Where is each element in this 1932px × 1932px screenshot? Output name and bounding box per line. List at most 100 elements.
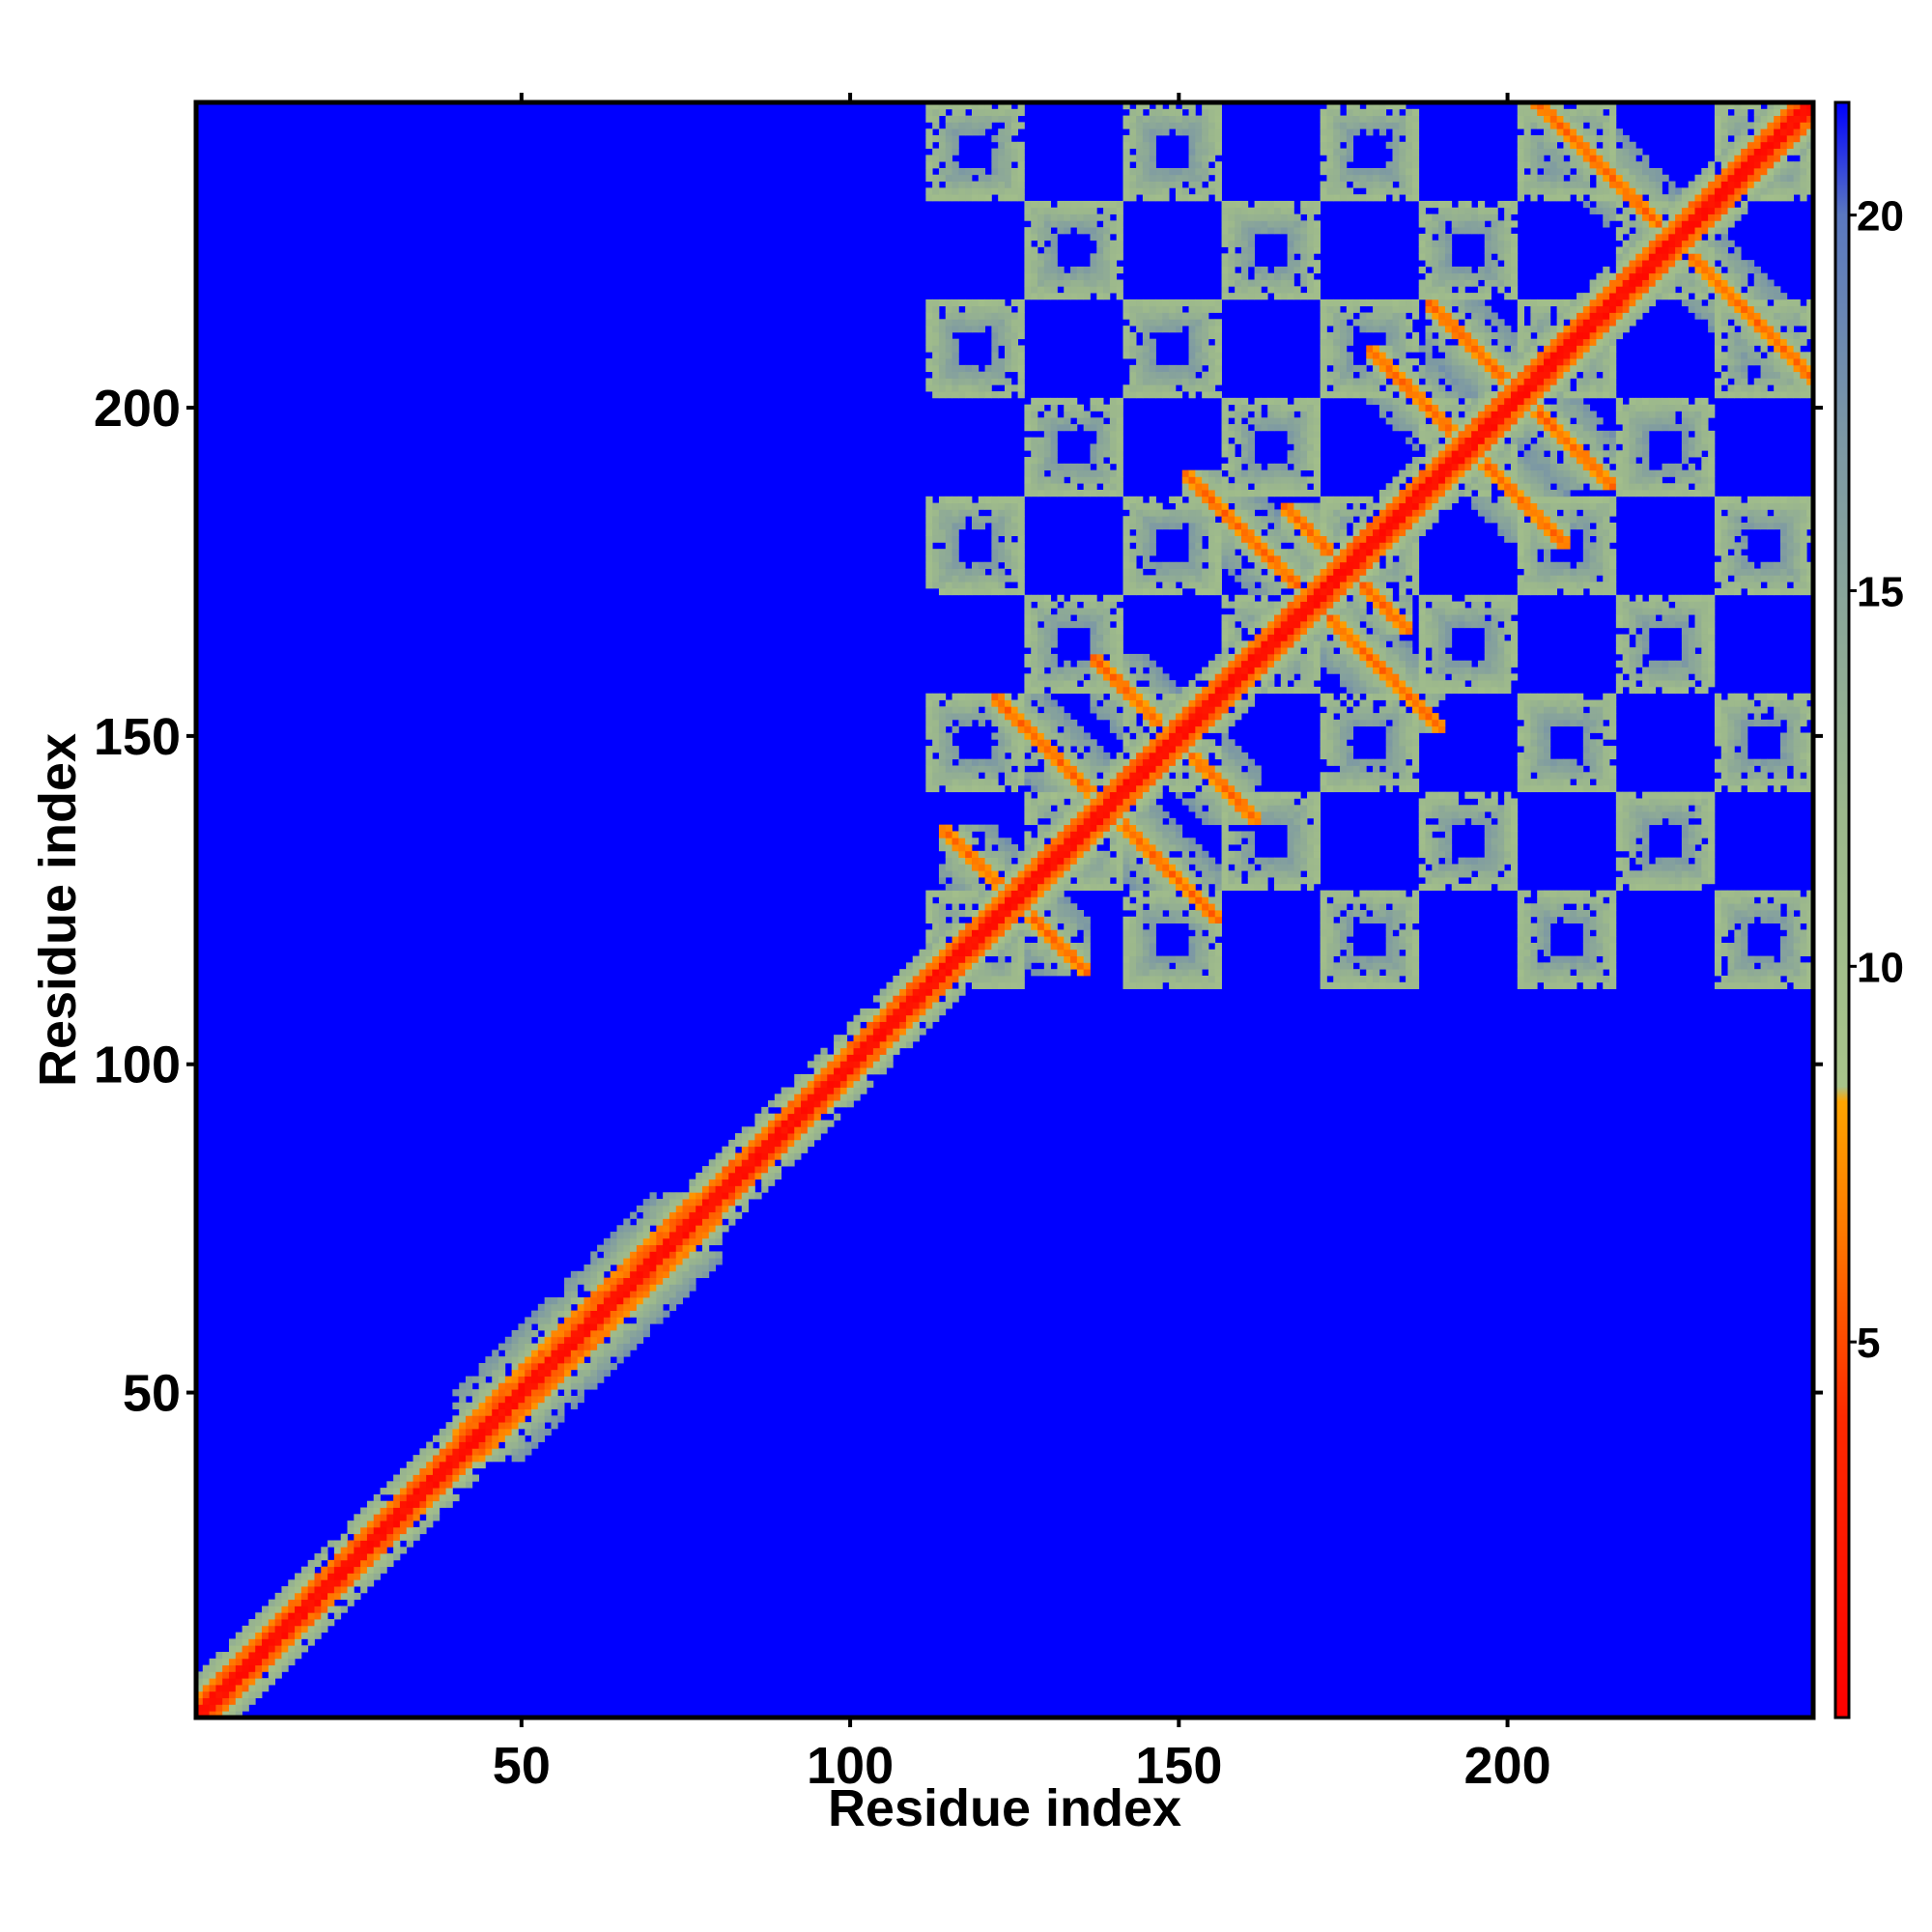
heatmap-cell (1076, 286, 1085, 294)
heatmap-cell (998, 326, 1006, 333)
heatmap-cell (426, 1481, 434, 1489)
heatmap-cell (590, 1251, 598, 1259)
heatmap-cell (952, 890, 959, 897)
heatmap-cell (1221, 653, 1229, 662)
heatmap-cell (300, 1645, 309, 1653)
heatmap-cell (1181, 890, 1189, 897)
heatmap-cell (1083, 955, 1091, 963)
heatmap-cell (675, 1277, 683, 1285)
heatmap-cell (925, 746, 933, 753)
heatmap-cell (1010, 864, 1018, 871)
heatmap-cell (544, 1336, 552, 1344)
heatmap-cell (1083, 680, 1091, 688)
heatmap-cell (991, 535, 999, 543)
heatmap-cell (932, 929, 940, 937)
heatmap-cell (1188, 949, 1196, 956)
heatmap-cell (623, 1237, 631, 1246)
heatmap-cell (905, 969, 914, 977)
heatmap-cell (1202, 358, 1209, 366)
heatmap-cell (1142, 975, 1151, 983)
heatmap-cell (708, 1179, 716, 1186)
heatmap-cell (1010, 542, 1018, 550)
heatmap-cell (426, 1500, 434, 1508)
heatmap-cell (735, 1133, 743, 1141)
heatmap-cell (938, 587, 947, 596)
heatmap-cell (1235, 608, 1242, 615)
heatmap-cell (952, 364, 959, 373)
heatmap-cell (827, 1067, 835, 1075)
heatmap-cell (209, 1697, 216, 1705)
heatmap-cell (1010, 732, 1018, 740)
heatmap-cell (544, 1310, 552, 1318)
heatmap-cell (952, 916, 959, 923)
heatmap-cell (971, 955, 980, 963)
heatmap-cell (1109, 424, 1118, 432)
heatmap-cell (991, 962, 999, 970)
heatmap-cell (781, 1133, 788, 1141)
heatmap-cell (570, 1402, 579, 1409)
heatmap-cell (300, 1605, 309, 1613)
heatmap-cell (1083, 772, 1091, 780)
heatmap-cell (1155, 955, 1163, 963)
heatmap-cell (1057, 614, 1065, 622)
heatmap-cell (1149, 174, 1156, 182)
heatmap-cell (754, 1159, 762, 1167)
heatmap-cell (1221, 397, 1229, 406)
heatmap-cell (735, 1152, 743, 1160)
heatmap-cell (1136, 155, 1144, 162)
heatmap-cell (938, 706, 947, 714)
heatmap-cell (1214, 378, 1222, 385)
heatmap-cell (1214, 772, 1222, 780)
heatmap-cell (327, 1619, 335, 1627)
heatmap-cell (1155, 384, 1163, 392)
heatmap-cell (991, 969, 999, 977)
heatmap-cell (1214, 352, 1222, 359)
heatmap-cell (958, 883, 966, 892)
heatmap-cell (1024, 686, 1032, 695)
heatmap-cell (715, 1172, 723, 1180)
heatmap-cell (603, 1317, 611, 1324)
heatmap-cell (925, 319, 933, 327)
heatmap-cell (1221, 200, 1229, 209)
heatmap-cell (958, 981, 966, 989)
heatmap-cell (1122, 824, 1130, 832)
heatmap-cell (347, 1599, 355, 1606)
heatmap-cell (991, 187, 999, 195)
heatmap-cell (1202, 798, 1209, 806)
heatmap-cell (952, 312, 959, 320)
heatmap-cell (813, 1113, 821, 1121)
heatmap-cell (701, 1205, 710, 1213)
heatmap-cell (1122, 561, 1130, 569)
heatmap-cell (1169, 575, 1177, 582)
heatmap-cell (439, 1461, 446, 1469)
heatmap-cell (1195, 187, 1203, 195)
heatmap-cell (1142, 331, 1151, 340)
heatmap-cell (590, 1310, 598, 1318)
heatmap-cell (1122, 568, 1130, 576)
heatmap-cell (932, 1002, 940, 1009)
heatmap-cell (1142, 765, 1151, 773)
heatmap-cell (1037, 910, 1045, 918)
heatmap-cell (439, 1500, 446, 1508)
heatmap-cell (1103, 246, 1111, 254)
heatmap-cell (748, 1172, 755, 1180)
heatmap-cell (452, 1389, 460, 1397)
heatmap-cell (1228, 713, 1236, 721)
heatmap-cell (1208, 667, 1216, 674)
heatmap-cell (222, 1664, 230, 1672)
heatmap-cell (1050, 246, 1058, 254)
heatmap-cell (1149, 345, 1156, 353)
heatmap-cell (1031, 443, 1038, 451)
heatmap-cell (1043, 805, 1052, 812)
heatmap-cell (938, 693, 947, 700)
heatmap-cell (1076, 411, 1085, 418)
heatmap-cell (1188, 883, 1196, 892)
heatmap-cell (1142, 969, 1151, 977)
heatmap-cell (1037, 824, 1045, 832)
heatmap-cell (656, 1205, 664, 1213)
heatmap-cell (1228, 469, 1236, 477)
heatmap-cell (248, 1658, 256, 1666)
heatmap-cell (1155, 561, 1163, 569)
heatmap-cell (1076, 962, 1085, 970)
heatmap-cell (741, 1199, 749, 1207)
